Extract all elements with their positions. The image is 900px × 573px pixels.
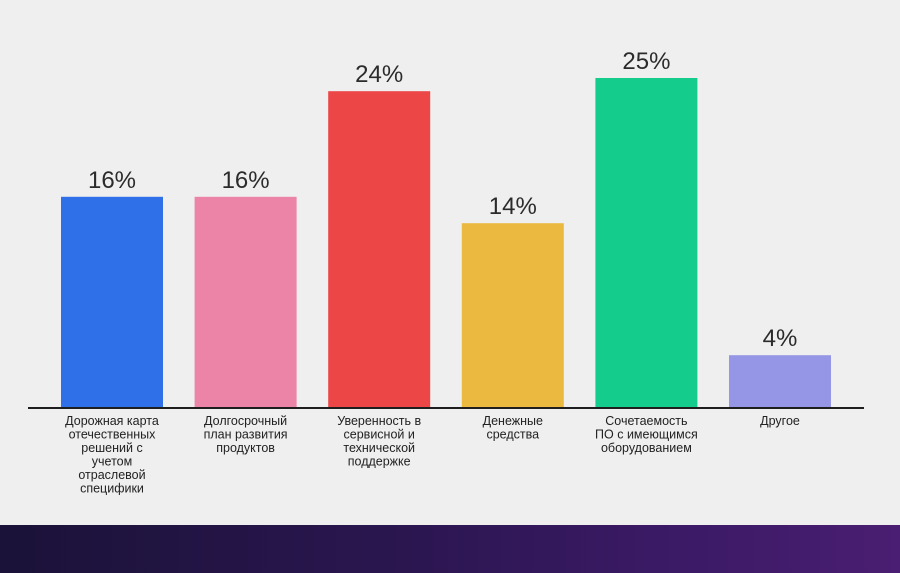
category-label-2: Долгосрочный план развития продуктов bbox=[204, 414, 288, 455]
category-label-line: сервисной и bbox=[344, 428, 415, 442]
value-labels-group: 16% 16% 24% 14% 25% 4% bbox=[88, 48, 797, 352]
category-label-line: Другое bbox=[760, 414, 800, 428]
footer-band bbox=[0, 525, 900, 573]
category-label-line: технической bbox=[343, 441, 415, 455]
value-label-3: 24% bbox=[355, 61, 403, 88]
category-label-line: продуктов bbox=[216, 441, 275, 455]
category-label-line: Долгосрочный bbox=[204, 414, 287, 428]
category-label-line: специфики bbox=[80, 482, 144, 496]
bar-chart: 16% 16% 24% 14% 25% 4% Дорожная карта отечеств… bbox=[28, 48, 864, 496]
category-label-line: отраслевой bbox=[78, 468, 145, 482]
bar-2 bbox=[194, 196, 297, 408]
category-label-line: оборудованием bbox=[601, 441, 692, 455]
bar-3 bbox=[328, 91, 431, 408]
value-label-1: 16% bbox=[88, 167, 136, 194]
category-label-1: Дорожная карта отечественных решений с учет… bbox=[65, 414, 159, 496]
category-label-line: Уверенность в bbox=[337, 414, 421, 428]
category-label-line: Дорожная карта bbox=[65, 414, 159, 428]
category-label-5: Сочетаемость ПО с имеющимся оборудованием bbox=[595, 414, 698, 455]
category-label-line: Сочетаемость bbox=[605, 414, 687, 428]
category-label-line: учетом bbox=[92, 455, 132, 469]
bars-group bbox=[61, 78, 831, 408]
category-label-line: отечественных bbox=[69, 428, 156, 442]
category-label-line: план развития bbox=[204, 428, 288, 442]
value-label-2: 16% bbox=[222, 167, 270, 194]
bar-6 bbox=[729, 355, 831, 408]
category-label-line: поддержке bbox=[348, 455, 411, 469]
category-label-line: решений с bbox=[81, 441, 142, 455]
value-label-4: 14% bbox=[489, 193, 537, 220]
category-label-line: средства bbox=[486, 428, 539, 442]
category-label-6: Другое bbox=[760, 414, 800, 428]
value-label-6: 4% bbox=[763, 325, 798, 352]
category-labels-group: Дорожная карта отечественных решений с учет… bbox=[65, 414, 800, 496]
bar-1 bbox=[61, 196, 163, 408]
category-label-4: Денежные средства bbox=[483, 414, 543, 442]
value-label-5: 25% bbox=[622, 48, 670, 75]
category-label-3: Уверенность в сервисной и технической подде… bbox=[337, 414, 421, 469]
bar-4 bbox=[461, 223, 564, 408]
bar-5 bbox=[595, 78, 698, 408]
category-label-line: Денежные bbox=[483, 414, 543, 428]
category-label-line: ПО с имеющимся bbox=[595, 428, 698, 442]
